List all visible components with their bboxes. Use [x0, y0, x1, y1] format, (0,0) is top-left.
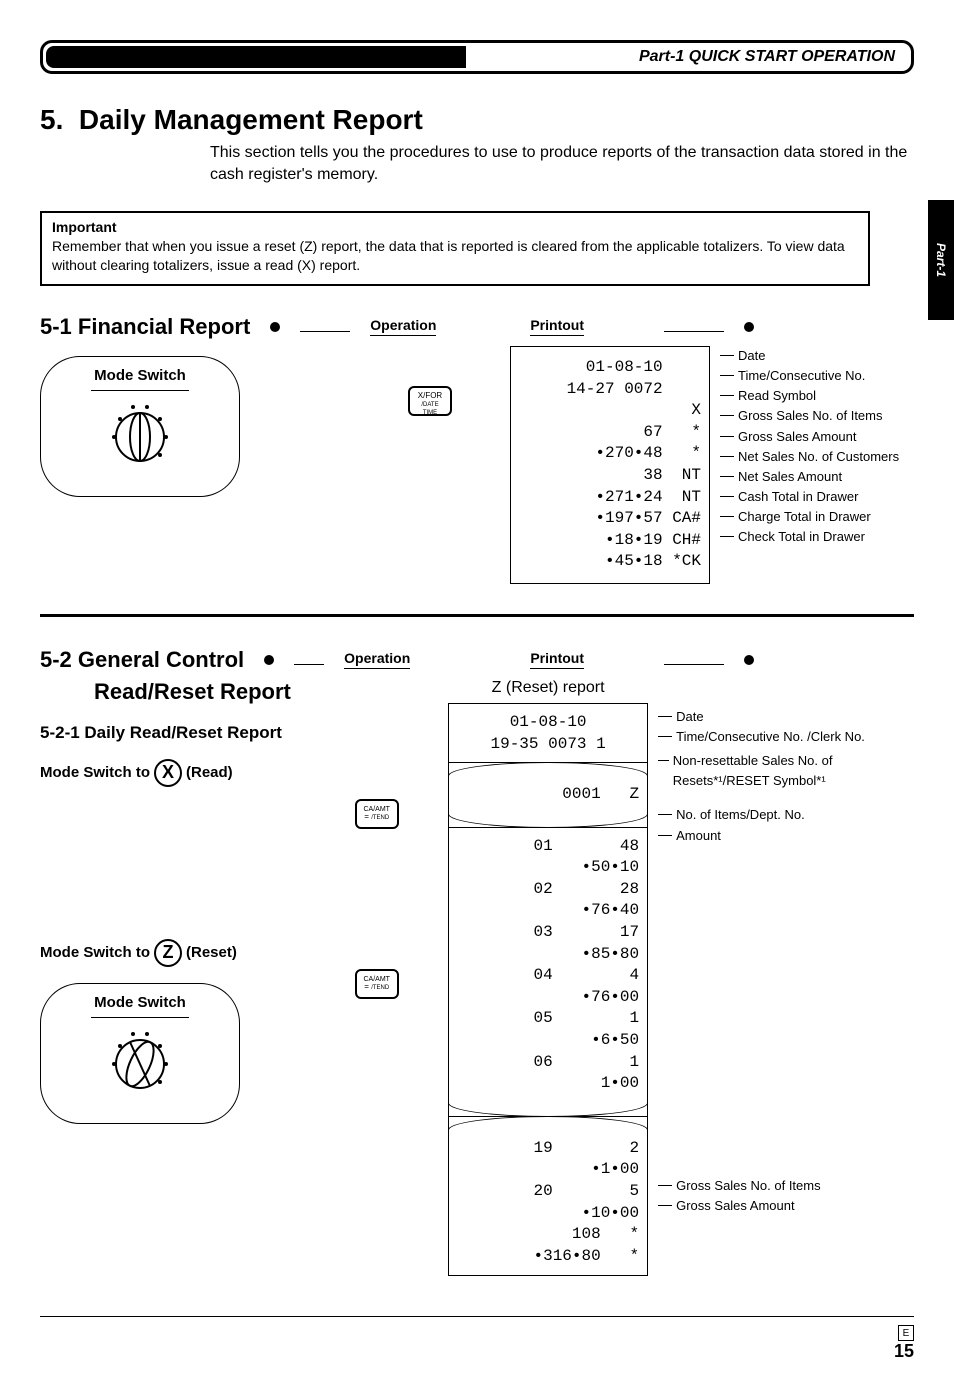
- bullet-icon: [264, 655, 274, 665]
- bullet-icon: [270, 322, 280, 332]
- circle-z: Z: [154, 939, 182, 967]
- mode-switch-label: Mode Switch: [59, 367, 221, 384]
- sub-title-51: 5-1 Financial Report: [40, 314, 250, 340]
- annot-52: Date Time/Consecutive No. /Clerk No. Non…: [658, 679, 914, 1276]
- sub-521: 5-2-1 Daily Read/Reset Report: [40, 723, 305, 743]
- sub-title-52: 5-2 General Control: [40, 647, 244, 673]
- sub-title-52b: Read/Reset Report: [94, 679, 305, 705]
- key-caamt-1: CA/AMT= /TEND: [355, 799, 399, 829]
- page-e: E: [898, 1325, 914, 1341]
- section-5-2: 5-2 General Control Operation Printout R…: [40, 647, 914, 1276]
- receipt-head: 01-08-10 19-35 0073 1: [448, 703, 648, 763]
- important-head: Important: [42, 213, 868, 237]
- printout-label: Printout: [530, 317, 584, 336]
- z-report-label: Z (Reset) report: [448, 679, 648, 697]
- circle-x: X: [154, 759, 182, 787]
- printout-label-52: Printout: [530, 650, 584, 669]
- dial-icon: [100, 1024, 180, 1104]
- bullet-icon: [744, 655, 754, 665]
- mode-line-z: Mode Switch to Z (Reset): [40, 939, 305, 967]
- side-tab: Part-1: [928, 200, 954, 320]
- footer: E: [40, 1316, 914, 1341]
- operation-label: Operation: [370, 317, 436, 336]
- section-5-1: 5-1 Financial Report Operation Printout …: [40, 314, 914, 617]
- mode-switch-box: Mode Switch: [40, 356, 240, 497]
- key-xfor: X/FOR/DATETIME: [408, 386, 452, 416]
- receipt-dept1: 01 48 •50•1002 28 •76•4003 17 •85•8004 4…: [448, 827, 648, 1117]
- printout-51: 01-08-10 14-27 0072 X 67 * •270•48 * 38 …: [510, 346, 710, 584]
- intro-text: This section tells you the procedures to…: [210, 142, 914, 187]
- operation-label-52: Operation: [344, 650, 410, 669]
- header-title: Part-1 QUICK START OPERATION: [639, 48, 895, 66]
- receipt-nonreset: 0001 Z: [448, 762, 648, 828]
- annot-51: DateTime/Consecutive No.Read SymbolGross…: [720, 346, 899, 584]
- key-caamt-2: CA/AMT= /TEND: [355, 969, 399, 999]
- dial-icon: [100, 397, 180, 477]
- bullet-icon: [744, 322, 754, 332]
- important-body: Remember that when you issue a reset (Z)…: [42, 237, 868, 284]
- mode-switch-box-2: Mode Switch: [40, 983, 240, 1124]
- section-title: 5. Daily Management Report: [40, 104, 914, 136]
- header-bar: Part-1 QUICK START OPERATION: [40, 40, 914, 74]
- page-number: 15: [40, 1341, 914, 1362]
- important-box: Important Remember that when you issue a…: [40, 211, 870, 286]
- receipt-dept2: 19 2 •1•0020 5 •10•00 108 * •316•80 *: [448, 1116, 648, 1277]
- mode-line-x: Mode Switch to X (Read): [40, 759, 305, 787]
